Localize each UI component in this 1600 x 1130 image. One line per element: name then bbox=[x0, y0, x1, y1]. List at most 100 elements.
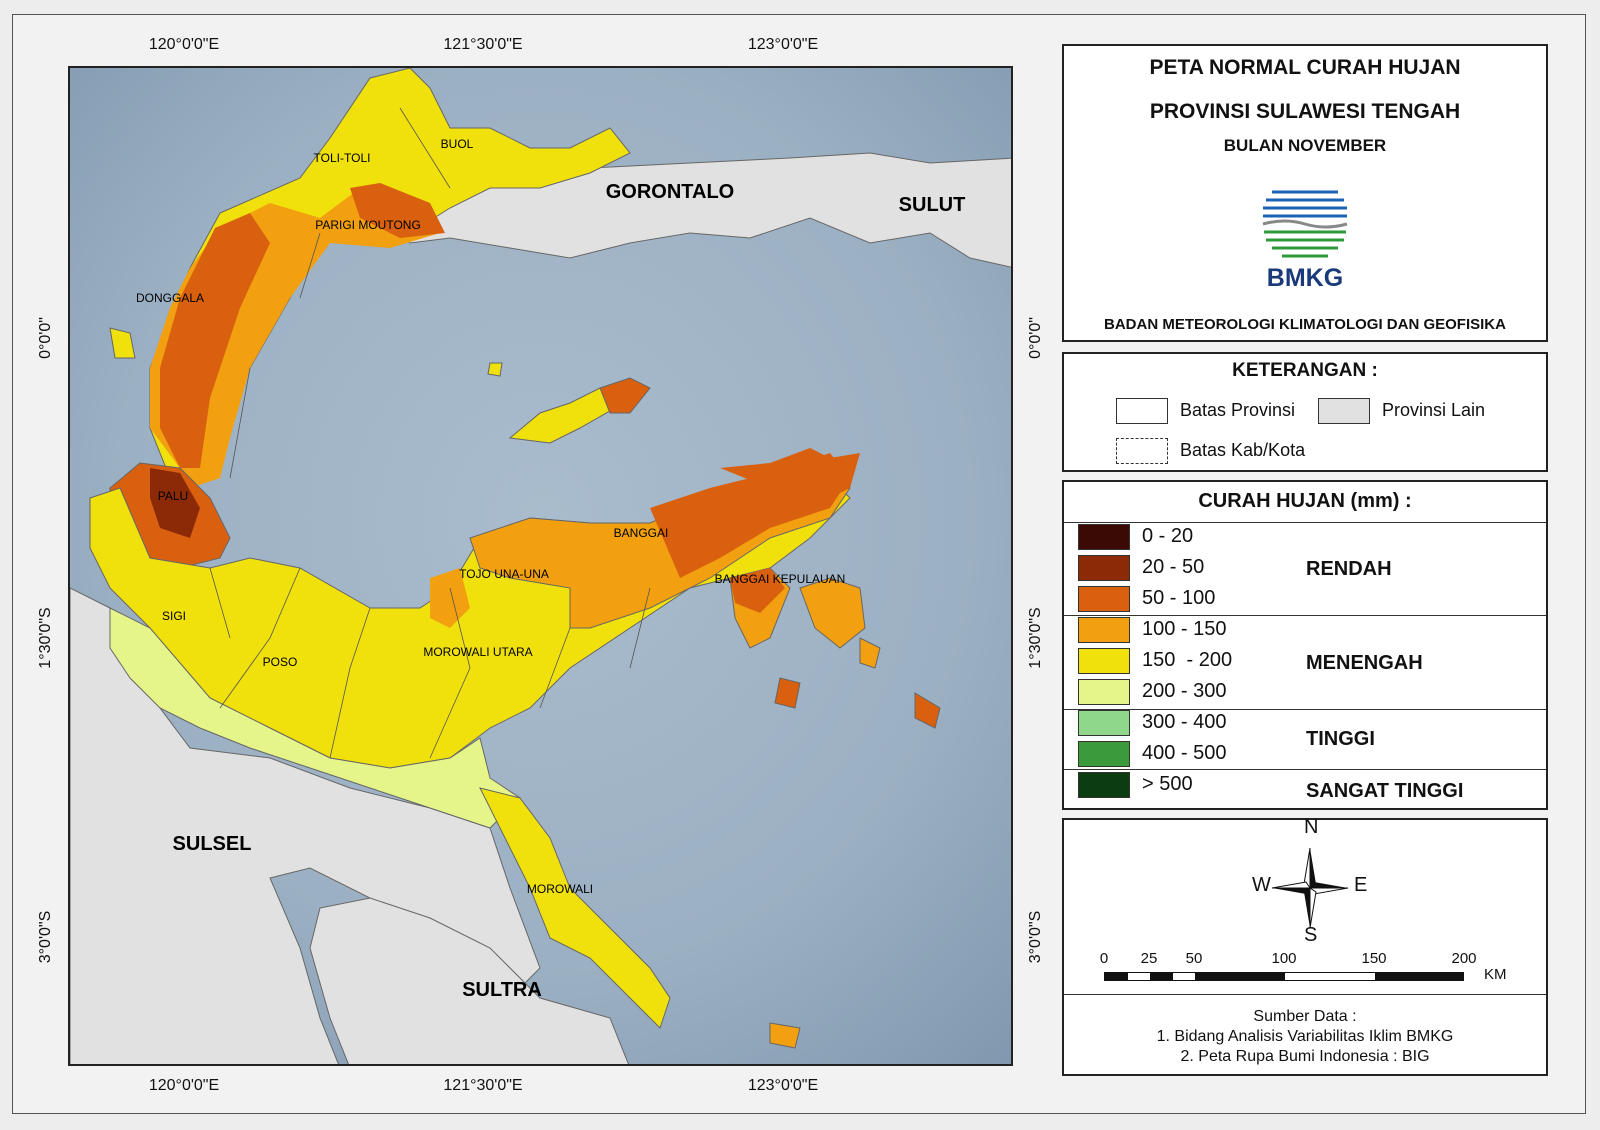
left-tick-1-30s: 1°30'0"S bbox=[37, 607, 54, 669]
legend-color-swatch bbox=[1078, 772, 1130, 798]
left-tick-3s: 3°0'0"S bbox=[37, 910, 54, 964]
source-title: Sumber Data : bbox=[1253, 1008, 1357, 1025]
top-tick-120e: 120°0'0"E bbox=[148, 36, 220, 53]
legend-color-swatch bbox=[1078, 617, 1130, 643]
label-sulut: SULUT bbox=[899, 194, 966, 216]
map-canvas: GORONTALO SULUT SULSEL SULTRA TOLI-TOLI … bbox=[70, 68, 1011, 1064]
scale-tick-label: 150 bbox=[1361, 950, 1387, 967]
legend-range-label: 200 - 300 bbox=[1142, 680, 1227, 702]
rainfall-legend-title: CURAH HUJAN (mm) : bbox=[1198, 490, 1412, 512]
legend-color-swatch bbox=[1078, 555, 1130, 581]
label-sigi: SIGI bbox=[162, 609, 186, 623]
togean-islands-east bbox=[599, 377, 651, 414]
legend-range-label: 100 - 150 bbox=[1142, 618, 1227, 640]
label-banggai-kepulauan: BANGGAI KEPULAUAN bbox=[715, 572, 846, 586]
category-sangat-tinggi: SANGAT TINGGI bbox=[1306, 780, 1464, 802]
label-tojo-una-una: TOJO UNA-UNA bbox=[459, 567, 549, 581]
legend-divider-3 bbox=[1064, 769, 1546, 770]
map-title-line3: BULAN NOVEMBER bbox=[1223, 136, 1387, 155]
provinsi-lain-swatch bbox=[1318, 398, 1370, 424]
right-tick-1-30s: 1°30'0"S bbox=[1027, 607, 1044, 669]
map-title-line2: PROVINSI SULAWESI TENGAH bbox=[1149, 100, 1461, 123]
bottom-tick-120e: 120°0'0"E bbox=[148, 1077, 220, 1094]
legend-range-label: 400 - 500 bbox=[1142, 742, 1227, 764]
scale-unit: KM bbox=[1484, 966, 1507, 983]
small-island-4 bbox=[769, 1022, 801, 1049]
compass-north: N bbox=[1304, 816, 1319, 838]
legend-range-label: 20 - 50 bbox=[1142, 556, 1205, 578]
legend-color-swatch bbox=[1078, 586, 1130, 612]
right-tick-0: 0°0'0" bbox=[1027, 317, 1044, 359]
legend-color-swatch bbox=[1078, 679, 1130, 705]
scale-tick-label: 100 bbox=[1271, 950, 1297, 967]
compass-south: S bbox=[1304, 924, 1318, 946]
label-parigi-moutong: PARIGI MOUTONG bbox=[315, 218, 421, 232]
left-tick-0: 0°0'0" bbox=[37, 317, 54, 359]
banggai-island-west-50-100 bbox=[730, 568, 785, 613]
batas-kab-swatch bbox=[1116, 438, 1168, 464]
label-buol: BUOL bbox=[441, 137, 474, 151]
bmkg-logo-icon bbox=[1262, 179, 1348, 263]
zone-morowali-150-200 bbox=[479, 787, 671, 1029]
zone-parigi-50-100 bbox=[350, 183, 445, 238]
map-title-line1: PETA NORMAL CURAH HUJAN bbox=[1149, 56, 1461, 79]
scale-tick-label: 200 bbox=[1451, 950, 1477, 967]
label-poso: POSO bbox=[263, 655, 298, 669]
batas-provinsi-label: Batas Provinsi bbox=[1180, 400, 1296, 420]
legend-color-swatch bbox=[1078, 741, 1130, 767]
small-island-3 bbox=[914, 692, 941, 729]
bmkg-logo-text: BMKG bbox=[1266, 264, 1344, 292]
sultra-area bbox=[309, 897, 629, 1064]
compass-east: E bbox=[1354, 874, 1368, 896]
scale-tick-label: 25 bbox=[1140, 950, 1158, 967]
category-tinggi: TINGGI bbox=[1306, 728, 1375, 750]
legend-color-swatch bbox=[1078, 648, 1130, 674]
banggai-island-east bbox=[799, 577, 866, 649]
label-banggai: BANGGAI bbox=[614, 526, 669, 540]
keterangan-panel: KETERANGAN : Batas Provinsi Provinsi Lai… bbox=[1062, 352, 1548, 472]
provinsi-lain-label: Provinsi Lain bbox=[1382, 400, 1486, 420]
source-divider bbox=[1064, 994, 1546, 995]
small-island-2 bbox=[774, 677, 801, 709]
source-line1: 1. Bidang Analisis Variabilitas Iklim BM… bbox=[1156, 1028, 1454, 1045]
legend-range-label: 300 - 400 bbox=[1142, 711, 1227, 733]
batas-provinsi-swatch bbox=[1116, 398, 1168, 424]
label-sulsel: SULSEL bbox=[173, 833, 252, 855]
keterangan-title: KETERANGAN : bbox=[1232, 360, 1378, 381]
category-rendah: RENDAH bbox=[1306, 558, 1392, 580]
scale-tick-label: 0 bbox=[1099, 950, 1109, 967]
legend-range-label: 150 - 200 bbox=[1142, 649, 1233, 671]
bottom-tick-123e: 123°0'0"E bbox=[747, 1077, 819, 1094]
legend-color-swatch bbox=[1078, 524, 1130, 550]
agency-name: BADAN METEOROLOGI KLIMATOLOGI DAN GEOFIS… bbox=[1104, 316, 1506, 333]
right-tick-3s: 3°0'0"S bbox=[1027, 910, 1044, 964]
source-line2: 2. Peta Rupa Bumi Indonesia : BIG bbox=[1180, 1048, 1430, 1065]
compass-rose-icon bbox=[1271, 847, 1349, 929]
bottom-tick-121-30e: 121°30'0"E bbox=[443, 1077, 523, 1094]
legend-divider-1 bbox=[1064, 615, 1546, 616]
label-sultra: SULTRA bbox=[462, 979, 542, 1001]
label-morowali-utara: MOROWALI UTARA bbox=[423, 645, 532, 659]
title-panel: PETA NORMAL CURAH HUJAN PROVINSI SULAWES… bbox=[1062, 44, 1548, 342]
zone-palu-20-50 bbox=[150, 468, 200, 538]
north-arrow-panel: N S W E 0 25 50 100 150 200 KM Sumber Data : … bbox=[1062, 816, 1548, 1076]
scale-bar bbox=[1104, 972, 1464, 981]
legend-range-label: > 500 bbox=[1142, 773, 1193, 795]
category-menengah: MENENGAH bbox=[1306, 652, 1423, 674]
legend-range-label: 0 - 20 bbox=[1142, 525, 1194, 547]
small-island-west bbox=[109, 327, 136, 359]
label-gorontalo: GORONTALO bbox=[606, 181, 735, 203]
scale-tick-label: 50 bbox=[1185, 950, 1203, 967]
top-tick-123e: 123°0'0"E bbox=[747, 36, 819, 53]
label-morowali: MOROWALI bbox=[527, 882, 593, 896]
batas-kab-label: Batas Kab/Kota bbox=[1180, 440, 1306, 460]
legend-range-label: 50 - 100 bbox=[1142, 587, 1216, 609]
legend-divider-top bbox=[1064, 522, 1546, 523]
rainfall-legend-panel: CURAH HUJAN (mm) : 0 - 20 20 - 50 50 - 100… bbox=[1062, 480, 1548, 810]
zone-donggala-50-100 bbox=[160, 213, 270, 468]
legend-divider-2 bbox=[1064, 709, 1546, 710]
zone-banggai-east-50-100 bbox=[720, 448, 860, 508]
district-boundaries bbox=[209, 107, 651, 759]
small-island-5 bbox=[487, 362, 503, 377]
label-toli-toli: TOLI-TOLI bbox=[314, 151, 371, 165]
